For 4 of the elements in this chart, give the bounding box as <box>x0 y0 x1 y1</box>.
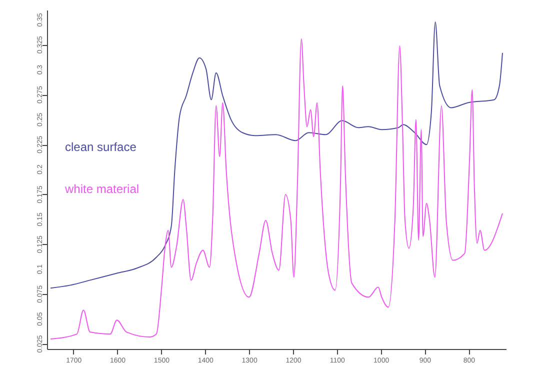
line-series <box>50 21 503 289</box>
text: white material <box>64 182 140 196</box>
line-series <box>50 38 503 340</box>
text: clean surface <box>65 140 137 154</box>
